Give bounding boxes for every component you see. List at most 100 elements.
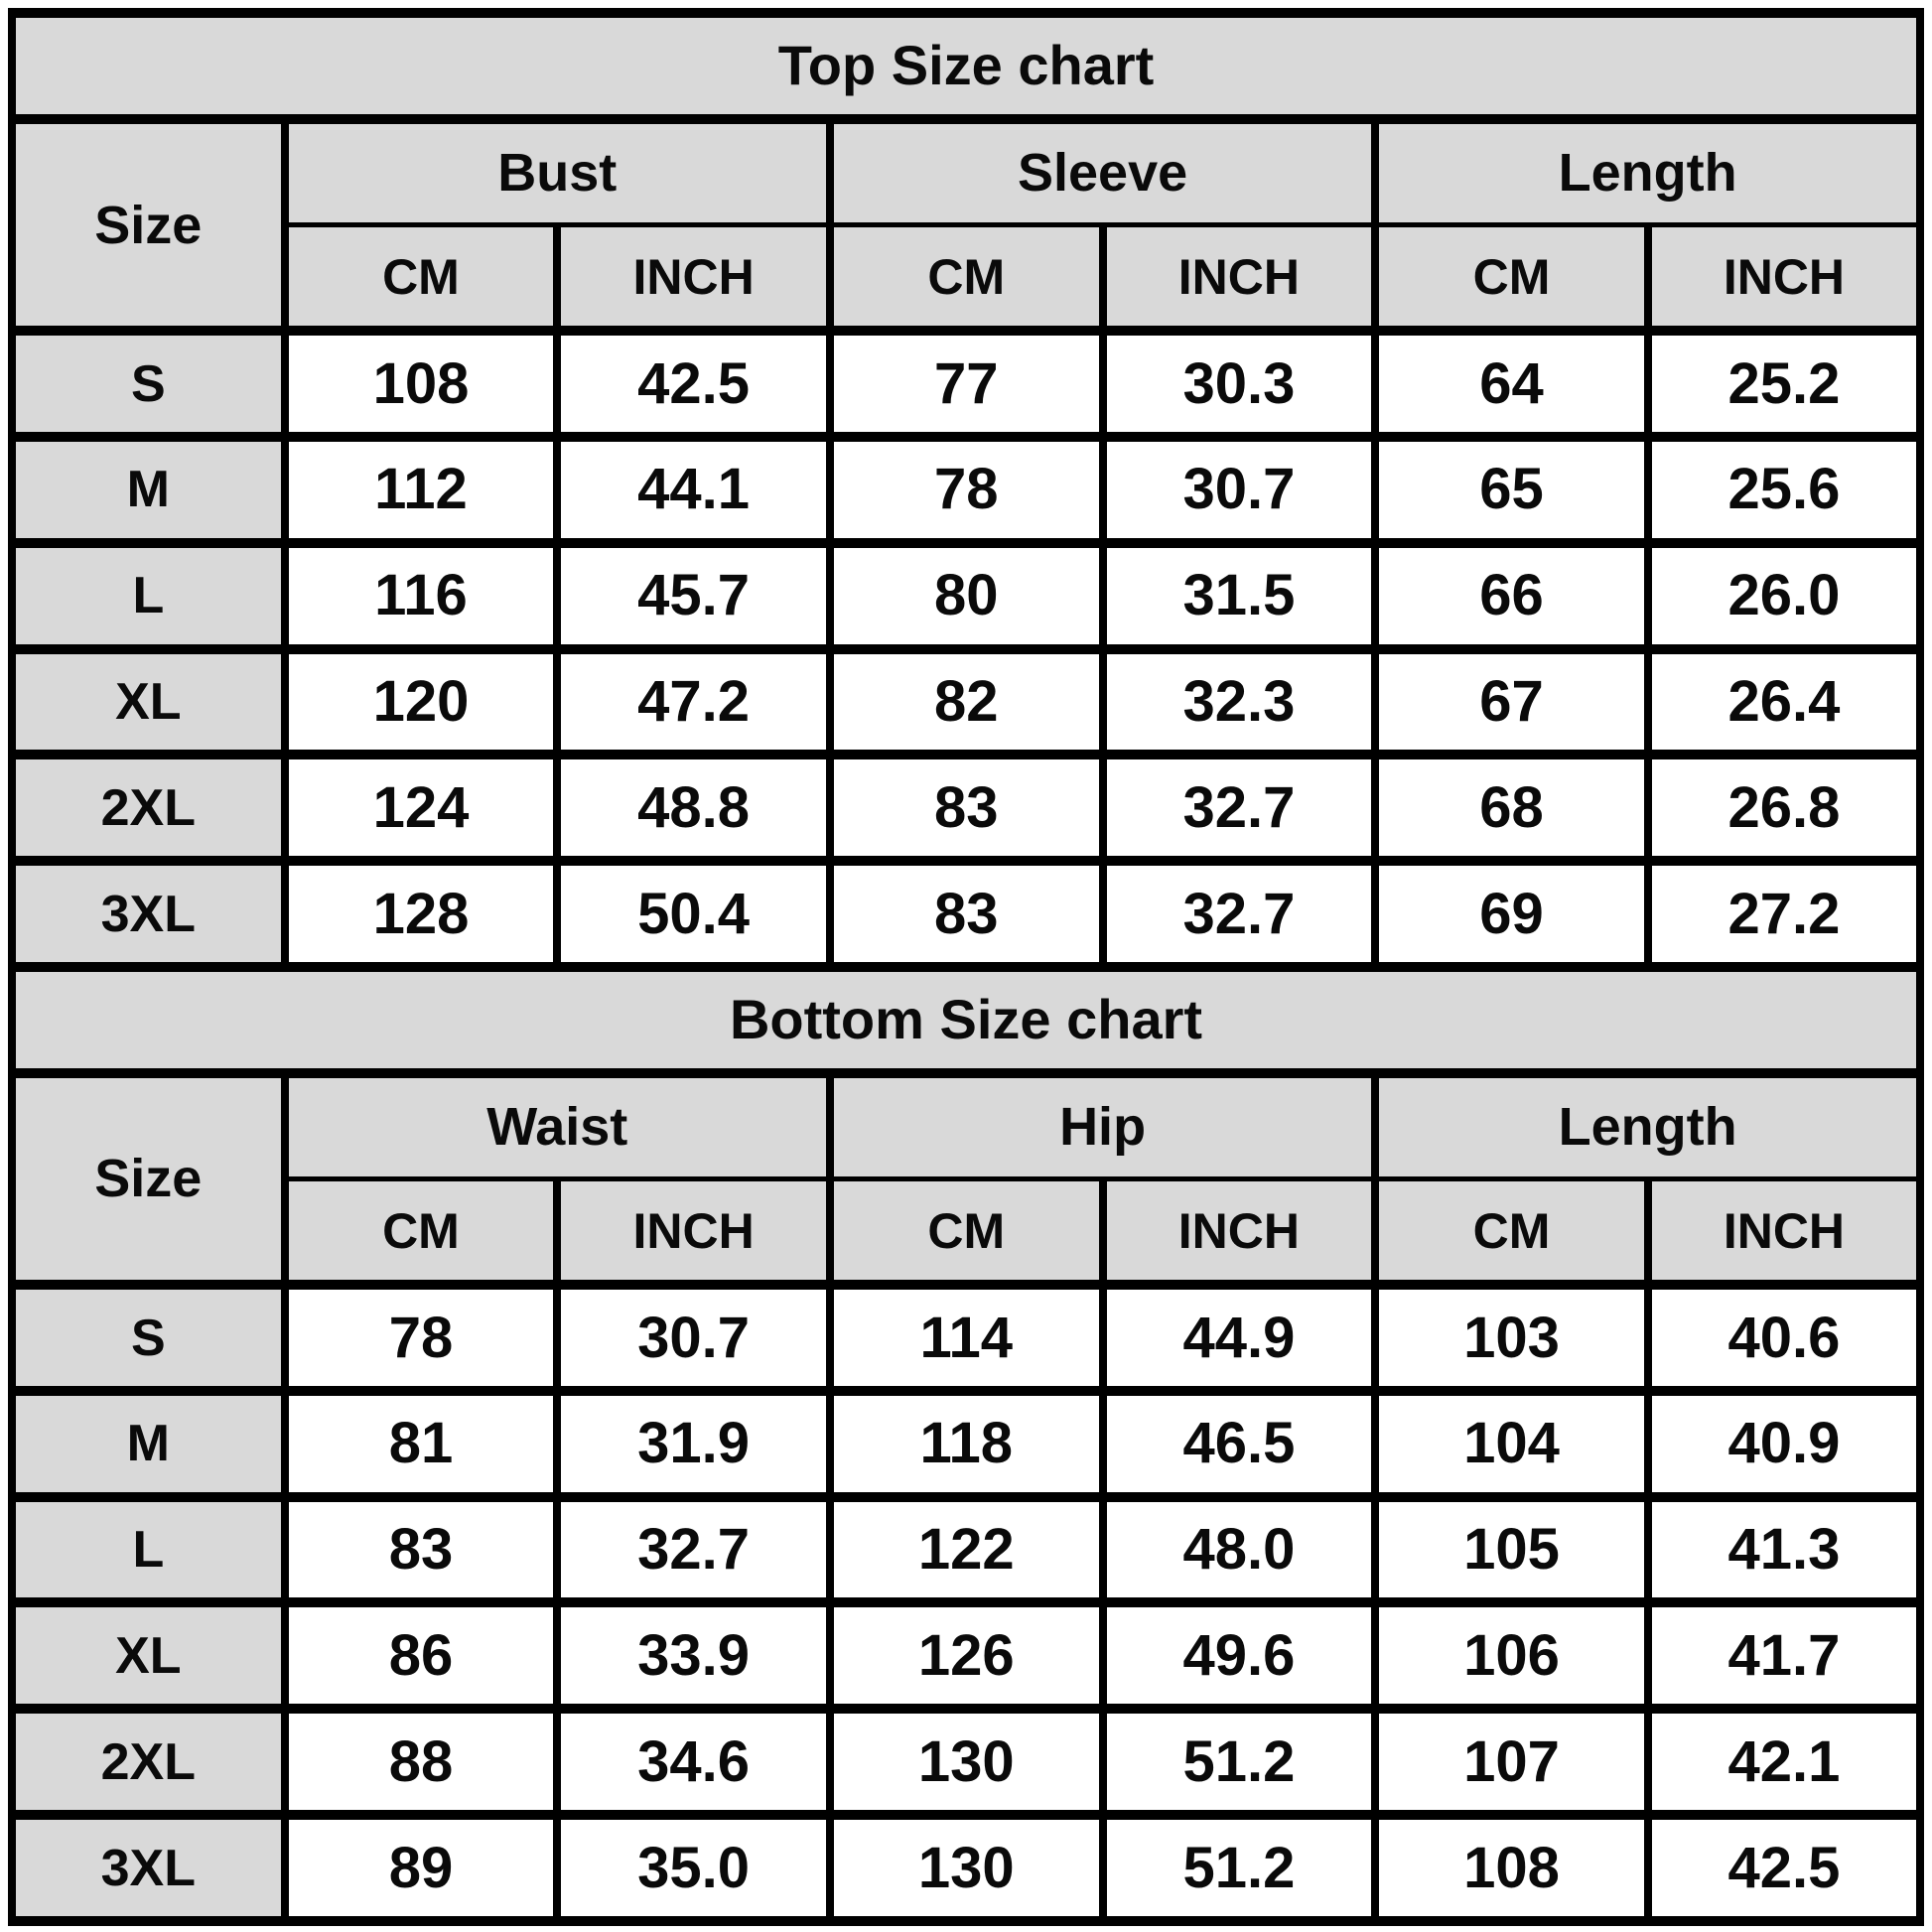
bottom-chart-title-row: Bottom Size chart — [8, 961, 1924, 1078]
value-cell: 130 — [825, 1810, 1107, 1926]
table-row: L 83 32.7 122 48.0 105 41.3 — [8, 1491, 1925, 1608]
size-chart-table: Top Size chart Size Bust Sleeve Length C… — [8, 8, 1925, 1926]
table-row: S 78 30.7 114 44.9 103 40.6 — [8, 1280, 1925, 1396]
value-cell: 78 — [280, 1280, 562, 1396]
bottom-length-inch-header: INCH — [1643, 1175, 1925, 1291]
bottom-header-waist: Waist — [280, 1067, 834, 1181]
size-label-cell: 3XL — [8, 1810, 289, 1926]
value-cell: 27.2 — [1643, 856, 1925, 972]
bottom-waist-cm-header: CM — [280, 1175, 562, 1291]
value-cell: 40.9 — [1643, 1385, 1925, 1502]
value-cell: 122 — [825, 1491, 1107, 1608]
value-cell: 48.0 — [1098, 1491, 1380, 1608]
value-cell: 77 — [825, 326, 1107, 443]
value-cell: 35.0 — [553, 1810, 834, 1926]
value-cell: 30.7 — [1098, 432, 1380, 548]
value-cell: 106 — [1371, 1597, 1652, 1715]
value-cell: 32.7 — [1098, 856, 1380, 972]
value-cell: 69 — [1371, 856, 1652, 972]
value-cell: 68 — [1371, 750, 1652, 867]
value-cell: 78 — [825, 432, 1107, 548]
value-cell: 49.6 — [1098, 1597, 1380, 1715]
size-label-cell: 2XL — [8, 1704, 289, 1821]
top-header-length: Length — [1371, 113, 1924, 228]
value-cell: 48.8 — [553, 750, 834, 867]
value-cell: 124 — [280, 750, 562, 867]
value-cell: 42.5 — [553, 326, 834, 443]
bottom-hip-inch-header: INCH — [1098, 1175, 1380, 1291]
top-length-cm-header: CM — [1371, 222, 1652, 337]
value-cell: 66 — [1371, 537, 1652, 654]
bottom-hip-cm-header: CM — [825, 1175, 1107, 1291]
value-cell: 26.0 — [1643, 537, 1925, 654]
size-label-cell: 3XL — [8, 856, 289, 972]
value-cell: 30.7 — [553, 1280, 834, 1396]
bottom-size-header: Size — [8, 1067, 289, 1291]
value-cell: 47.2 — [553, 643, 834, 760]
top-length-inch-header: INCH — [1643, 222, 1925, 337]
value-cell: 51.2 — [1098, 1704, 1380, 1821]
top-chart-title: Top Size chart — [8, 8, 1924, 124]
value-cell: 67 — [1371, 643, 1652, 760]
top-bust-cm-header: CM — [280, 222, 562, 337]
value-cell: 42.1 — [1643, 1704, 1925, 1821]
bottom-header-length: Length — [1371, 1067, 1924, 1181]
top-chart-unit-header-row: CM INCH CM INCH CM INCH — [12, 222, 1925, 337]
value-cell: 108 — [1371, 1810, 1652, 1926]
value-cell: 44.9 — [1098, 1280, 1380, 1396]
value-cell: 80 — [825, 537, 1107, 654]
bottom-header-hip: Hip — [825, 1067, 1380, 1181]
value-cell: 32.3 — [1098, 643, 1380, 760]
bottom-chart-unit-header-row: CM INCH CM INCH CM INCH — [12, 1175, 1925, 1291]
size-label-cell: M — [8, 1385, 289, 1502]
value-cell: 44.1 — [553, 432, 834, 548]
value-cell: 46.5 — [1098, 1385, 1380, 1502]
bottom-waist-inch-header: INCH — [553, 1175, 834, 1291]
value-cell: 31.9 — [553, 1385, 834, 1502]
table-row: M 112 44.1 78 30.7 65 25.6 — [8, 432, 1925, 548]
value-cell: 30.3 — [1098, 326, 1380, 443]
value-cell: 25.2 — [1643, 326, 1925, 443]
value-cell: 25.6 — [1643, 432, 1925, 548]
value-cell: 51.2 — [1098, 1810, 1380, 1926]
value-cell: 40.6 — [1643, 1280, 1925, 1396]
size-label-cell: S — [8, 326, 289, 443]
top-sleeve-inch-header: INCH — [1098, 222, 1380, 337]
value-cell: 41.3 — [1643, 1491, 1925, 1608]
table-row: XL 120 47.2 82 32.3 67 26.4 — [8, 643, 1925, 760]
table-row: 3XL 89 35.0 130 51.2 108 42.5 — [8, 1810, 1925, 1926]
value-cell: 128 — [280, 856, 562, 972]
table-row: S 108 42.5 77 30.3 64 25.2 — [8, 326, 1925, 443]
value-cell: 26.8 — [1643, 750, 1925, 867]
value-cell: 81 — [280, 1385, 562, 1502]
value-cell: 130 — [825, 1704, 1107, 1821]
table-row: XL 86 33.9 126 49.6 106 41.7 — [8, 1597, 1925, 1715]
top-sleeve-cm-header: CM — [825, 222, 1107, 337]
value-cell: 34.6 — [553, 1704, 834, 1821]
value-cell: 88 — [280, 1704, 562, 1821]
value-cell: 103 — [1371, 1280, 1652, 1396]
top-chart-group-header-row: Size Bust Sleeve Length — [8, 113, 1924, 337]
value-cell: 83 — [825, 856, 1107, 972]
value-cell: 31.5 — [1098, 537, 1380, 654]
size-label-cell: L — [8, 537, 289, 654]
table-row: 2XL 124 48.8 83 32.7 68 26.8 — [8, 750, 1925, 867]
value-cell: 65 — [1371, 432, 1652, 548]
top-header-sleeve: Sleeve — [825, 113, 1380, 228]
value-cell: 126 — [825, 1597, 1107, 1715]
size-label-cell: L — [8, 1491, 289, 1608]
bottom-chart-group-header-row: Size Waist Hip Length — [8, 1067, 1924, 1291]
value-cell: 33.9 — [553, 1597, 834, 1715]
value-cell: 107 — [1371, 1704, 1652, 1821]
table-row: 3XL 128 50.4 83 32.7 69 27.2 — [8, 856, 1925, 972]
table-row: 2XL 88 34.6 130 51.2 107 42.1 — [8, 1704, 1925, 1821]
value-cell: 41.7 — [1643, 1597, 1925, 1715]
value-cell: 86 — [280, 1597, 562, 1715]
value-cell: 108 — [280, 326, 562, 443]
table-row: L 116 45.7 80 31.5 66 26.0 — [8, 537, 1925, 654]
value-cell: 112 — [280, 432, 562, 548]
size-label-cell: 2XL — [8, 750, 289, 867]
bottom-length-cm-header: CM — [1371, 1175, 1652, 1291]
value-cell: 32.7 — [1098, 750, 1380, 867]
